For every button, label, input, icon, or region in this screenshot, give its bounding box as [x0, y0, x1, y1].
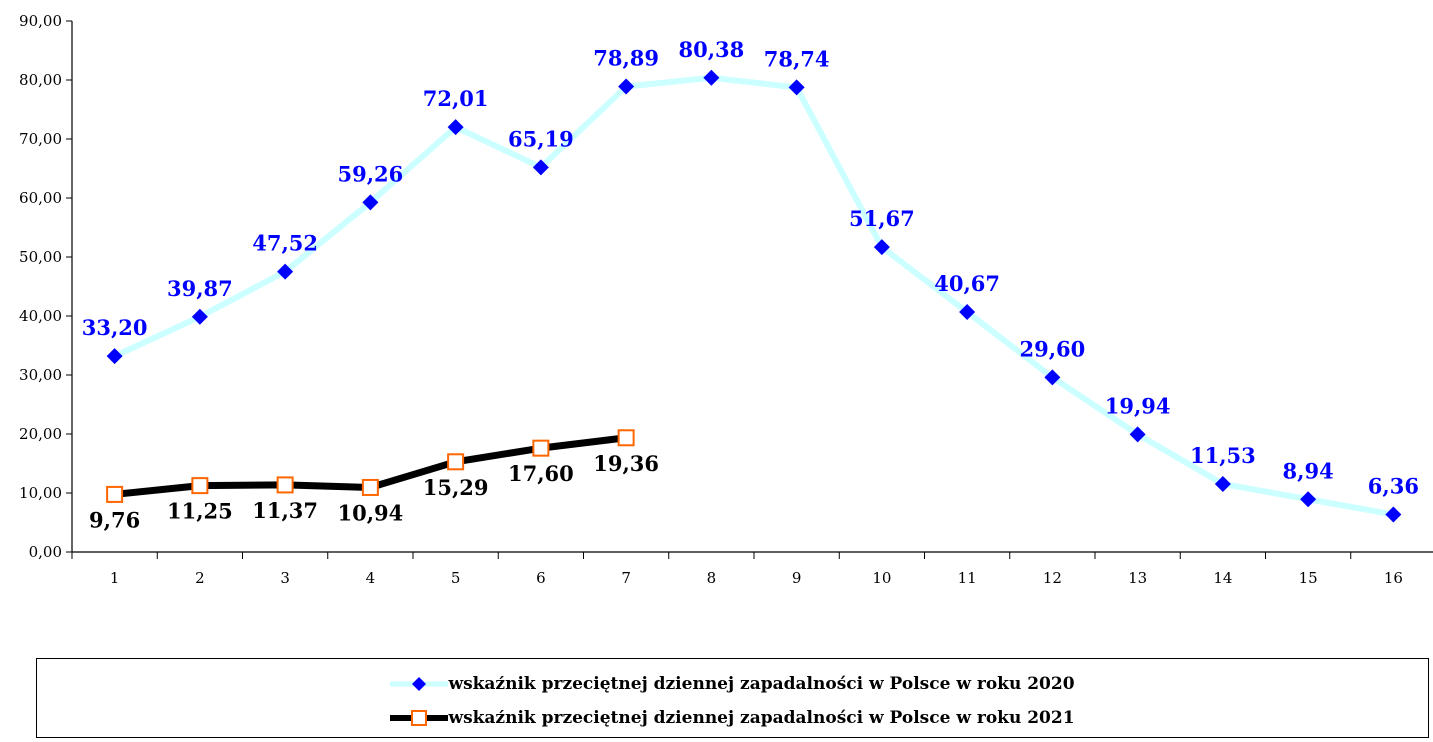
x-tick-label: 6 [536, 569, 546, 587]
data-point-marker [532, 159, 549, 176]
y-tick-label: 70,00 [19, 130, 62, 148]
data-point-marker [191, 308, 208, 325]
data-label: 80,38 [678, 37, 744, 62]
data-point-marker [191, 477, 209, 495]
legend-swatch-2020 [390, 677, 449, 691]
series-markers [106, 69, 1402, 523]
x-tick-label: 16 [1384, 569, 1403, 587]
y-tick-label: 60,00 [19, 189, 62, 207]
y-tick-label: 90,00 [19, 12, 62, 30]
data-point-marker [106, 348, 123, 365]
data-point-marker [447, 119, 464, 136]
data-label: 51,67 [849, 206, 915, 231]
y-tick-label: 50,00 [19, 248, 62, 266]
data-point-marker [1385, 506, 1402, 523]
x-tick-label: 14 [1213, 569, 1232, 587]
square-marker-icon [411, 710, 428, 726]
y-tick-label: 40,00 [19, 307, 62, 325]
x-tick-label: 1 [110, 569, 120, 587]
y-tick-label: 80,00 [19, 71, 62, 89]
data-point-marker [617, 429, 635, 447]
x-tick-label: 11 [958, 569, 977, 587]
data-point-marker [532, 439, 550, 457]
legend-label-2020: wskaźnik przeciętnej dziennej zapadalnoś… [448, 674, 1075, 694]
y-tick-label: 20,00 [19, 425, 62, 443]
data-point-marker [873, 239, 890, 256]
data-label: 72,01 [423, 86, 489, 111]
data-label: 47,52 [252, 231, 318, 256]
x-tick-label: 4 [366, 569, 376, 587]
chart-axes: 0,00 10,00 20,00 30,00 40,00 50,00 60,00 70,00 8… [19, 12, 1433, 587]
data-point-marker [1044, 369, 1061, 386]
data-point-marker [618, 78, 635, 95]
legend-entry-2021: wskaźnik przeciętnej dziennej zapadalnoś… [37, 705, 1428, 731]
data-point-marker [277, 263, 294, 280]
x-tick-label: 3 [280, 569, 290, 587]
data-label: 40,67 [934, 271, 1000, 296]
y-tick-label: 30,00 [19, 366, 62, 384]
x-tick-label: 9 [792, 569, 802, 587]
data-label: 6,36 [1368, 473, 1419, 498]
data-point-marker [276, 476, 294, 494]
data-label: 10,94 [337, 500, 403, 525]
x-tick-label: 7 [621, 569, 631, 587]
x-tick-label: 5 [451, 569, 461, 587]
x-tick-label: 8 [707, 569, 717, 587]
data-label: 9,76 [89, 507, 140, 532]
data-point-marker [106, 485, 124, 503]
data-label: 15,29 [423, 475, 489, 500]
data-point-marker [447, 453, 465, 471]
y-tick-label: 10,00 [19, 484, 62, 502]
data-point-marker [788, 79, 805, 96]
data-label: 8,94 [1283, 458, 1334, 483]
data-point-marker [1129, 426, 1146, 443]
data-point-marker [703, 69, 720, 86]
data-label: 65,19 [508, 126, 574, 151]
x-tick-label: 13 [1128, 569, 1147, 587]
data-label: 17,60 [508, 461, 574, 486]
legend-entry-2020: wskaźnik przeciętnej dziennej zapadalnoś… [37, 671, 1428, 697]
legend-label-2021: wskaźnik przeciętnej dziennej zapadalnoś… [448, 708, 1075, 728]
legend-swatch-2021 [390, 710, 449, 726]
data-label: 11,25 [167, 499, 233, 524]
y-tick-label: 0,00 [29, 543, 62, 561]
data-label: 39,87 [167, 276, 233, 301]
data-labels: 33,20 39,87 47,52 59,26 72,01 65,19 78,89 80,38… [82, 37, 1419, 533]
data-point-marker [959, 304, 976, 321]
series-line-0 [111, 74, 1397, 518]
legend: wskaźnik przeciętnej dziennej zapadalnoś… [36, 658, 1429, 738]
data-point-marker [1214, 475, 1231, 492]
x-tick-label: 15 [1299, 569, 1318, 587]
data-label: 29,60 [1019, 336, 1085, 361]
data-point-marker [361, 478, 379, 496]
x-tick-label: 2 [195, 569, 205, 587]
x-tick-label: 12 [1043, 569, 1062, 587]
data-label: 19,36 [593, 451, 659, 476]
data-label: 11,53 [1190, 443, 1256, 468]
data-label: 59,26 [337, 161, 403, 186]
diamond-marker-icon [412, 677, 427, 691]
x-tick-label: 10 [872, 569, 891, 587]
data-point-marker [1300, 491, 1317, 508]
data-label: 11,37 [252, 498, 318, 523]
data-label: 78,74 [764, 46, 830, 71]
data-point-marker [362, 194, 379, 211]
data-label: 33,20 [82, 315, 148, 340]
data-label: 78,89 [593, 46, 659, 71]
data-label: 19,94 [1105, 393, 1171, 418]
